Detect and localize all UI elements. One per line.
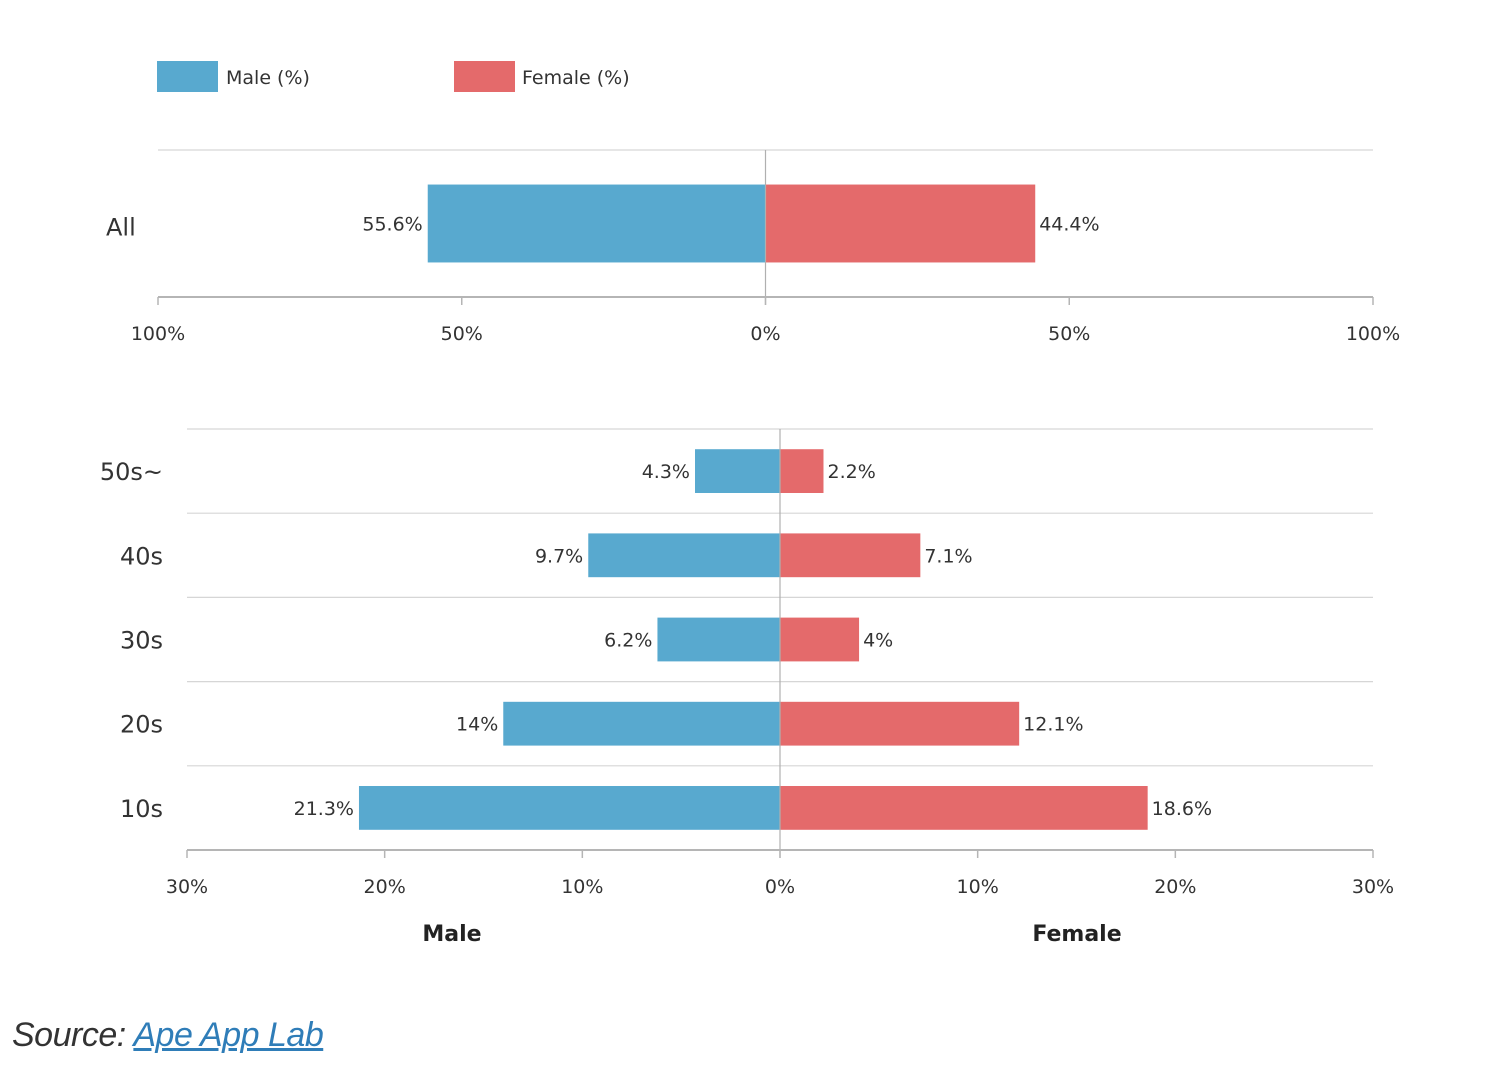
x-tick-label: 20% xyxy=(1154,876,1196,898)
category-label: All xyxy=(106,214,136,242)
bar-male xyxy=(695,449,780,493)
category-label: 30s xyxy=(120,627,163,655)
bar-female xyxy=(765,184,1036,263)
chart-age-groups: 4.3% 2.2% 50s~ 9.7% 7.1% 40s 6.2% 4% 30s 14% 12.1%… xyxy=(100,428,1394,898)
bar-male xyxy=(427,184,766,263)
data-label-female: 7.1% xyxy=(924,545,972,567)
chart-all: 55.6% 44.4% All 100% 50% 0% 50% 100% xyxy=(106,149,1400,345)
x-axis-label-female: Female xyxy=(1032,922,1121,947)
x-tick-label: 0% xyxy=(765,876,795,898)
population-pyramid-chart: Male (%) Female (%) 55.6% 44.4% All 100% 50%… xyxy=(100,61,1400,947)
data-label-male: 6.2% xyxy=(604,630,652,652)
x-tick-label: 100% xyxy=(1346,323,1400,345)
x-tick-label: 100% xyxy=(131,323,185,345)
x-tick-label: 30% xyxy=(166,876,208,898)
category-label: 50s~ xyxy=(100,458,163,486)
x-tick-label: 30% xyxy=(1352,876,1394,898)
data-label-female: 2.2% xyxy=(827,461,875,483)
data-label-female: 12.1% xyxy=(1023,714,1083,736)
x-tick-label: 0% xyxy=(750,323,780,345)
x-tick-label: 20% xyxy=(364,876,406,898)
legend: Male (%) Female (%) xyxy=(157,61,630,92)
data-label-male: 14% xyxy=(456,714,498,736)
bar-male xyxy=(503,701,780,746)
data-label-female: 4% xyxy=(863,630,893,652)
legend-label-female: Female (%) xyxy=(522,67,630,89)
data-label-male: 9.7% xyxy=(535,545,583,567)
x-tick-label: 50% xyxy=(1048,323,1090,345)
source-link[interactable]: Ape App Lab xyxy=(133,1016,324,1054)
legend-swatch-female xyxy=(454,61,515,92)
bar-female xyxy=(780,533,921,578)
x-tick-label: 50% xyxy=(441,323,483,345)
data-label-male: 21.3% xyxy=(294,798,354,820)
bar-male xyxy=(358,786,780,830)
x-axis-label-male: Male xyxy=(422,922,481,947)
bar-male xyxy=(657,617,780,662)
category-label: 40s xyxy=(120,542,163,570)
bar-female xyxy=(780,617,860,662)
bar-female xyxy=(780,786,1148,830)
data-label-female: 44.4% xyxy=(1039,214,1099,236)
bar-male xyxy=(588,533,780,578)
data-label-male: 4.3% xyxy=(642,461,690,483)
source-credit: Source: Ape App Lab xyxy=(12,1016,324,1055)
bar-female xyxy=(780,449,824,493)
x-tick-label: 10% xyxy=(957,876,999,898)
legend-label-male: Male (%) xyxy=(226,67,310,89)
data-label-male: 55.6% xyxy=(362,214,422,236)
source-prefix: Source: xyxy=(12,1016,126,1054)
category-label: 10s xyxy=(120,795,163,823)
x-tick-label: 10% xyxy=(561,876,603,898)
category-label: 20s xyxy=(120,711,163,739)
bar-female xyxy=(780,701,1020,746)
data-label-female: 18.6% xyxy=(1152,798,1212,820)
legend-swatch-male xyxy=(157,61,218,92)
